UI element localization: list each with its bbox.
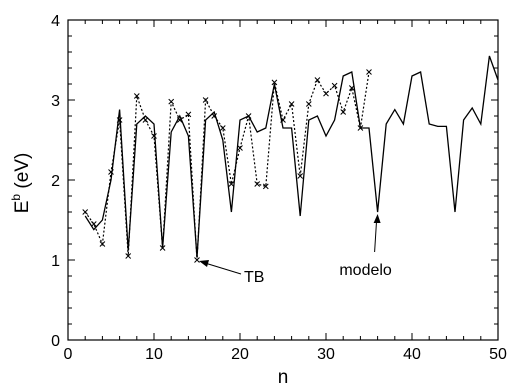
x-tick-label: 20: [231, 346, 249, 363]
data-point-marker: [288, 101, 295, 107]
data-point-marker: [82, 209, 89, 215]
data-point-marker: [90, 221, 97, 227]
data-point-marker: [254, 181, 261, 187]
data-point-marker: [142, 117, 149, 123]
data-point-marker: [211, 113, 218, 119]
data-point-marker: [202, 97, 209, 103]
data-point-marker: [340, 109, 347, 115]
y-tick-label: 1: [51, 253, 60, 270]
data-point-marker: [366, 69, 372, 75]
data-point-marker: [125, 253, 132, 259]
data-point-marker: [176, 117, 183, 123]
data-point-marker: [245, 113, 252, 119]
annotation-label-tb: TB: [244, 269, 264, 286]
annotation-arrowhead-modelo: [373, 214, 381, 223]
x-tick-label: 30: [317, 346, 335, 363]
data-point-marker: [99, 241, 106, 247]
y-axis-label-unit: (eV): [12, 153, 33, 194]
annotation-label-modelo: modelo: [339, 262, 392, 279]
data-point-marker: [280, 117, 286, 123]
data-point-marker: [116, 117, 123, 123]
data-point-marker: [348, 85, 355, 91]
data-point-marker: [151, 133, 157, 139]
data-point-marker: [331, 82, 338, 89]
y-tick-label: 0: [51, 333, 60, 350]
y-tick-label: 4: [51, 13, 60, 30]
annotation-arrow-line-tb: [204, 262, 242, 275]
plot-area: 0 10 20 30 40 50 0 1 2 3 4 TB modelo: [51, 13, 507, 363]
data-point-marker: [314, 77, 321, 83]
series-line-modelo: [84, 55, 499, 258]
data-point-marker: [159, 245, 166, 251]
series-line-tb: [84, 71, 370, 261]
y-tick-label: 3: [51, 93, 60, 110]
data-point-marker: [168, 98, 175, 105]
annotation-arrowhead-tb: [199, 260, 209, 267]
data-point-marker: [323, 90, 329, 97]
data-point-marker: [237, 145, 243, 151]
x-tick-label: 10: [145, 346, 163, 363]
x-axis-label: n: [278, 367, 289, 387]
data-point-marker: [185, 111, 192, 118]
data-point-marker: [357, 125, 364, 131]
x-tick-label: 50: [489, 346, 507, 363]
data-point-marker: [228, 181, 235, 187]
data-point-marker: [297, 173, 304, 179]
data-point-marker: [219, 125, 226, 131]
x-tick-label: 40: [403, 346, 421, 363]
data-point-marker: [305, 101, 312, 107]
data-point-marker: [194, 257, 200, 263]
y-axis-label: Eb (eV): [9, 153, 33, 214]
y-axis-label-main: E: [12, 201, 33, 214]
data-point-marker: [133, 93, 140, 99]
annotation-arrow-line-modelo: [374, 219, 378, 253]
data-point-marker: [271, 79, 278, 86]
y-tick-label: 2: [51, 173, 60, 190]
data-point-marker: [262, 183, 269, 190]
data-point-marker: [108, 169, 114, 175]
y-axis-label-superscript: b: [9, 194, 23, 201]
x-tick-label: 0: [64, 346, 73, 363]
